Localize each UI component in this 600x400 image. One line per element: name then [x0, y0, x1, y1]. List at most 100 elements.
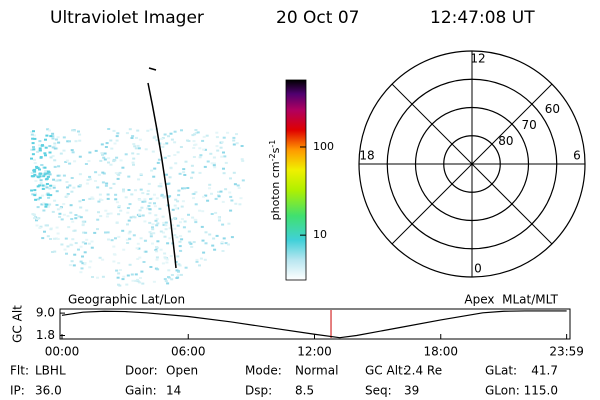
pixel: [125, 283, 129, 286]
pixel: [170, 224, 174, 227]
pixel: [56, 174, 60, 177]
pixel: [71, 238, 75, 241]
pixel: [44, 138, 47, 141]
pixel: [164, 228, 168, 231]
pixel: [46, 175, 50, 178]
pixel: [179, 249, 183, 252]
pixel: [130, 273, 134, 276]
pixel: [126, 274, 130, 277]
pixel: [136, 258, 140, 260]
pixel: [52, 237, 56, 240]
pixel: [40, 203, 44, 206]
date: 20 Oct 07: [276, 8, 359, 28]
mlt-label: 18: [359, 149, 374, 163]
pixel: [228, 191, 232, 194]
pixel: [35, 165, 39, 168]
pixel: [64, 237, 68, 240]
pixel: [115, 201, 119, 204]
pixel: [30, 157, 33, 160]
pixel: [94, 180, 97, 182]
pixel: [224, 242, 228, 245]
pixel: [173, 154, 177, 156]
pixel: [131, 161, 135, 164]
pixel: [230, 199, 234, 202]
pixel: [31, 153, 35, 156]
pixel: [38, 140, 42, 143]
pixel: [148, 231, 152, 234]
pixel: [220, 241, 224, 244]
mlt-label: 0: [474, 262, 482, 276]
pixel: [222, 172, 226, 175]
pixel: [175, 277, 179, 279]
pixel: [69, 211, 73, 214]
pixel: [32, 148, 36, 151]
pixel: [91, 197, 95, 200]
pixel: [97, 200, 101, 203]
pixel: [97, 173, 101, 176]
pixel: [113, 142, 117, 145]
pixel: [33, 173, 37, 176]
pixel: [56, 136, 60, 139]
pixel: [183, 187, 187, 190]
pixel: [48, 173, 52, 176]
pixel: [163, 156, 167, 159]
pixel: [43, 166, 47, 169]
pixel: [67, 226, 71, 229]
pixel: [230, 236, 234, 239]
pixel: [47, 205, 50, 208]
pixel: [139, 188, 143, 191]
pixel: [167, 155, 171, 157]
pixel: [181, 200, 185, 203]
field-value: LBHL: [35, 364, 66, 378]
pixel: [38, 196, 42, 199]
pixel: [142, 261, 146, 263]
pixel: [157, 158, 161, 161]
pixel: [38, 149, 42, 152]
pixel: [127, 189, 131, 191]
pixel: [202, 251, 206, 254]
pixel: [130, 193, 134, 196]
pixel: [132, 163, 135, 166]
pixel: [118, 171, 122, 174]
pixel: [175, 236, 179, 239]
pixel: [194, 191, 198, 194]
pixel: [62, 203, 66, 206]
pixel: [106, 197, 110, 200]
pixel: [89, 260, 93, 263]
pixel: [153, 167, 157, 170]
pixel: [221, 250, 225, 252]
pixel: [156, 268, 160, 271]
pixel: [211, 244, 215, 247]
pixel: [54, 237, 58, 240]
pixel: [84, 163, 88, 165]
pixel: [36, 218, 40, 221]
pixel: [162, 231, 165, 234]
pixel: [168, 237, 172, 240]
pixel: [175, 269, 179, 272]
pixel: [190, 176, 193, 179]
pixel: [124, 196, 128, 199]
pixel: [139, 237, 143, 240]
pixel: [180, 218, 184, 221]
pixel: [191, 171, 195, 174]
x-tick-label: 12:00: [297, 345, 332, 359]
pixel: [60, 243, 64, 246]
pixel: [56, 238, 60, 240]
pixel: [53, 165, 57, 168]
pixel: [112, 129, 116, 132]
pixel: [55, 226, 59, 229]
pixel: [232, 136, 236, 139]
pixel: [156, 240, 160, 243]
pixel: [126, 211, 130, 214]
pixel: [183, 174, 187, 176]
pixel: [88, 175, 92, 178]
field-label: GC Alt:: [365, 364, 407, 378]
pixel: [45, 203, 49, 206]
pixel: [137, 247, 141, 250]
lat-label: 70: [522, 118, 537, 132]
pixel: [148, 221, 152, 224]
y-axis-label: GC Alt: [11, 305, 25, 343]
pixel: [213, 248, 217, 251]
pixel: [30, 148, 34, 151]
pixel: [33, 194, 37, 197]
